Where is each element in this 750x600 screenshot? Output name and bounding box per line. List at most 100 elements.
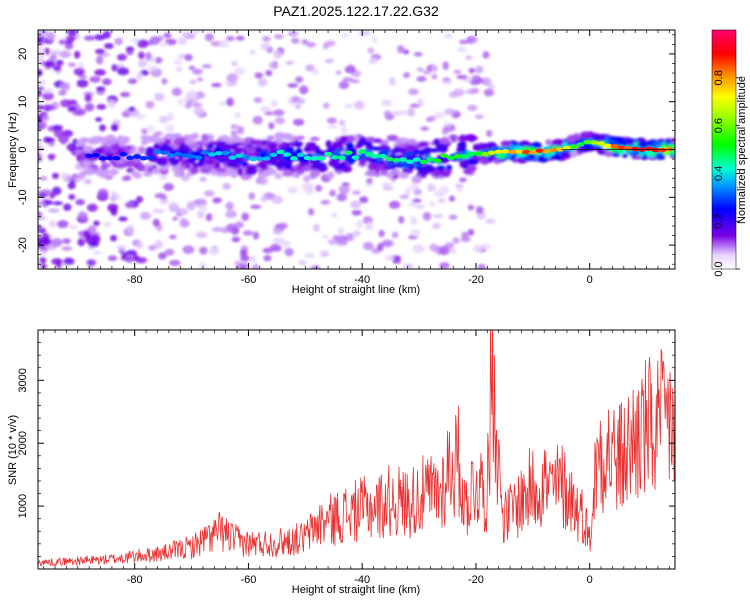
spectrogram-cell: [371, 36, 379, 43]
spectrogram-cell: [203, 190, 215, 197]
spectrogram-cell: [620, 139, 629, 147]
spectrogram-cell: [509, 156, 516, 161]
spectrogram-peak: [603, 143, 612, 149]
spectrogram-cell: [382, 239, 394, 248]
spectrogram-cell: [298, 161, 308, 167]
spectrogram-cell: [251, 263, 260, 269]
spectrogram-cell: [172, 216, 179, 221]
spectrogram-cell: [229, 143, 236, 150]
spectrogram-peak: [201, 150, 210, 155]
spectrogram-cell: [236, 168, 244, 176]
spectrogram-peak: [173, 151, 182, 157]
spectrogram-cell: [569, 151, 578, 158]
spectrogram-cell: [435, 143, 448, 150]
spectrogram-peak: [194, 155, 203, 160]
spectrogram-peak: [98, 156, 107, 161]
spectrogram-cell: [42, 88, 54, 94]
spectrogram-cell: [436, 165, 446, 171]
spectrogram-cell: [65, 35, 76, 42]
spectrogram-cell: [81, 164, 88, 170]
spectrogram-cell: [637, 141, 649, 148]
spectrogram-cell: [268, 61, 278, 69]
spectrogram-cell: [319, 250, 330, 258]
spectrogram-cell: [103, 30, 111, 39]
spectrogram-cell: [86, 203, 98, 212]
spectrogram-cell: [288, 134, 295, 143]
spectrogram-cell: [338, 119, 346, 126]
spectrogram-cell: [84, 103, 95, 112]
bottom-x-axis-label: Height of straight line (km): [292, 584, 420, 596]
bottom-y-axis-label: SNR (10 * v/v): [7, 415, 19, 485]
spectrogram-cell: [309, 164, 317, 170]
spectrogram-cell: [324, 58, 334, 64]
spectrogram-cell: [94, 69, 106, 76]
x-tick-label: -80: [127, 274, 143, 286]
spectrogram-cell: [319, 162, 327, 167]
spectrogram-cell: [91, 136, 100, 141]
spectrogram-cell: [452, 237, 460, 244]
spectrogram-cell: [487, 84, 495, 89]
spectrogram-cell: [560, 150, 569, 157]
spectrogram-cell: [391, 231, 399, 239]
spectrogram-cell: [66, 143, 77, 152]
bottom-y-axis: 1000 2000 3000: [17, 329, 675, 557]
spectrogram-cell: [83, 35, 96, 41]
spectrogram-cell: [283, 146, 295, 152]
spectrogram-cell: [204, 33, 214, 42]
spectrogram-cell: [403, 263, 414, 269]
spectrogram-cell: [658, 154, 666, 160]
spectrogram-cell: [474, 114, 484, 120]
spectrogram-cell: [483, 88, 495, 97]
spectrogram-cell: [182, 245, 195, 255]
spectrogram-peak: [494, 149, 503, 155]
spectrogram-peak: [610, 144, 619, 149]
spectrogram-cell: [465, 88, 478, 95]
spectrogram-cell: [378, 144, 389, 150]
spectrogram-cell: [38, 193, 48, 198]
spectrogram-cell: [158, 137, 166, 143]
spectrogram-cell: [38, 47, 44, 53]
spectrogram-cell: [567, 135, 574, 143]
spectrogram-cell: [392, 168, 400, 175]
spectrogram-cell: [168, 202, 179, 211]
spectrogram-peak: [248, 156, 257, 162]
spectrogram-peak: [481, 151, 490, 157]
spectrogram-cell: [52, 186, 62, 196]
spectrogram-peak: [187, 154, 196, 159]
spectrogram-cell: [253, 97, 263, 103]
spectrogram-cell: [149, 36, 161, 45]
spectrogram-cell: [145, 146, 155, 155]
top-y-axis-label: Frequency (Hz): [7, 112, 19, 188]
spectrogram-cell: [358, 136, 367, 145]
spectrogram-cell: [136, 164, 146, 172]
spectrogram-cell: [110, 234, 118, 242]
colorbar-gradient: [711, 29, 737, 270]
spectrogram-cell: [191, 68, 203, 75]
spectrogram-cell: [83, 178, 92, 185]
spectrogram-cell: [177, 98, 185, 106]
spectrogram-cell: [180, 173, 190, 182]
spectrogram-cell: [38, 105, 45, 110]
spectrogram-cell: [58, 39, 66, 45]
spectrogram-peak: [112, 156, 121, 161]
spectrogram-cell: [226, 97, 234, 107]
chart-title: PAZ1.2025.122.17.22.G32: [273, 3, 439, 19]
spectrogram-cell: [264, 111, 275, 116]
spectrogram-cell: [259, 106, 271, 112]
spectrogram-cell: [359, 196, 369, 204]
spectrogram-cell: [212, 197, 222, 204]
spectrogram-cell: [246, 166, 258, 175]
spectrogram-cell: [309, 169, 321, 178]
spectrogram-cell: [229, 81, 238, 86]
spectrogram-cell: [198, 204, 208, 213]
spectrogram-peak: [658, 148, 667, 153]
spectrogram-cell: [345, 141, 354, 150]
colorbar-tick-label: 0.4: [713, 166, 725, 181]
spectrogram-cell: [403, 72, 410, 79]
spectrogram-peak: [126, 155, 135, 160]
spectrogram-cell: [303, 146, 311, 153]
spectrogram-cell: [63, 257, 75, 266]
spectrogram-cell: [427, 185, 437, 192]
spectrogram-peak: [631, 146, 640, 152]
spectrogram-cell: [135, 196, 144, 203]
